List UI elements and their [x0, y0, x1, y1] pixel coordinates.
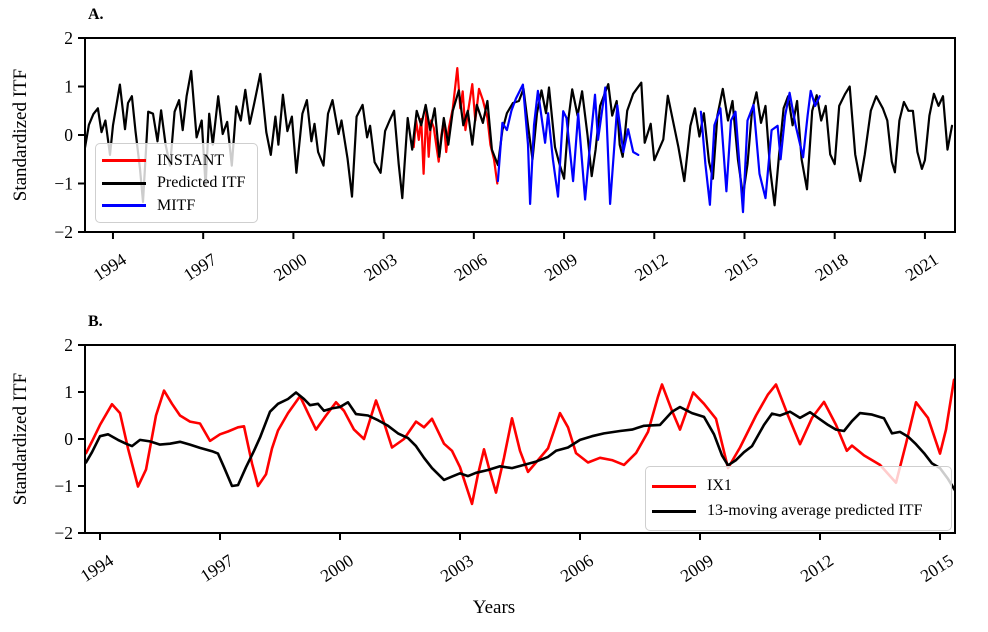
x-tick-label: 2021 [902, 249, 942, 285]
legend-line-sample [102, 181, 146, 185]
x-tick-label: 2012 [631, 249, 671, 285]
legend-line-sample [652, 509, 696, 513]
y-tick-label: 2 [64, 28, 73, 48]
x-tick-label: 2009 [677, 550, 717, 586]
series-group [85, 378, 955, 506]
x-tick-label: 2018 [811, 249, 851, 285]
legend-entry: INSTANT [102, 151, 251, 169]
panel-b-ylabel: Standardized ITF [10, 372, 31, 506]
series-line-instant [412, 66, 499, 185]
y-tick-label: 0 [64, 125, 73, 145]
x-tick-label: 2003 [437, 550, 477, 586]
legend-panel-b: IX1 13-moving average predicted ITF [645, 466, 952, 531]
legend-entry: 13-moving average predicted ITF [652, 503, 945, 519]
y-tick-label: −2 [54, 222, 73, 242]
legend-entry: IX1 [652, 478, 945, 494]
panel-a-ylabel: Standardized ITF [10, 68, 31, 202]
y-tick-label: 0 [64, 429, 73, 449]
panel-b-title: B. [88, 313, 103, 330]
series-line-mitf [699, 89, 821, 214]
x-tick-label: 2000 [317, 550, 357, 586]
panel-a-title: A. [88, 6, 104, 23]
legend-line-sample [652, 484, 696, 488]
y-tick-label: −1 [54, 174, 73, 194]
x-tick-label: 1997 [197, 550, 237, 586]
y-tick-label: 1 [64, 77, 73, 97]
y-tick-label: −1 [54, 476, 73, 496]
legend-entry-label: INSTANT [157, 151, 225, 169]
legend-entry: Predicted ITF [102, 175, 251, 191]
x-tick-label: 2015 [721, 249, 761, 285]
x-tick-label: 1997 [180, 249, 220, 285]
legend-entry-label: IX1 [707, 477, 732, 494]
y-tick-label: 1 [64, 382, 73, 402]
x-tick-label: 1994 [90, 249, 130, 285]
x-tick-label: 2009 [541, 249, 581, 285]
x-axis-label: Years [472, 597, 516, 618]
legend-entry-label: 13-moving average predicted ITF [707, 502, 923, 519]
series-line-predicted-itf [85, 69, 954, 207]
x-tick-label: 2003 [360, 249, 400, 285]
legend-entry: MITF [102, 196, 251, 214]
legend-line-sample [102, 159, 146, 162]
y-tick-label: −2 [54, 523, 73, 543]
series-line-mitf [496, 83, 640, 205]
series-line-ix1 [85, 378, 955, 506]
series-line-13-moving-average-predicted-itf [85, 391, 955, 492]
y-tick-label: 2 [64, 335, 73, 355]
legend-entry-label: MITF [157, 196, 196, 214]
x-tick-label: 2006 [450, 249, 490, 285]
x-tick-label: 2012 [797, 550, 837, 586]
x-tick-label: 2006 [557, 550, 597, 586]
panel-b: 1994 1997 2000 2003 2006 2009 2012 2015 2 1 0 −1 −2 [54, 335, 957, 586]
x-tick-label: 1994 [77, 550, 117, 586]
x-tick-label: 2015 [917, 550, 957, 586]
series-group [85, 66, 954, 214]
legend-line-sample [102, 204, 146, 207]
legend-entry-label: Predicted ITF [157, 174, 246, 191]
legend-panel-a: INSTANT Predicted ITF MITF [95, 143, 258, 223]
x-tick-label: 2000 [270, 249, 310, 285]
